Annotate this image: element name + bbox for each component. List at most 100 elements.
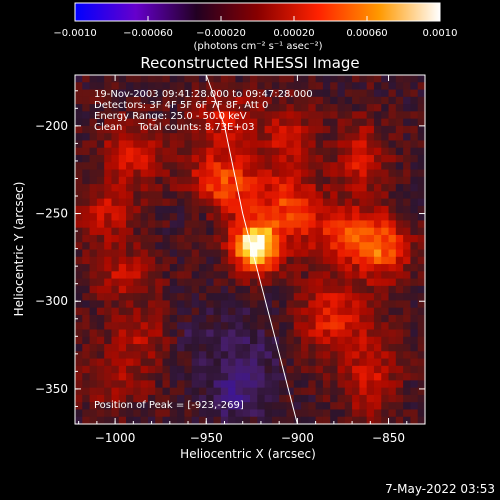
heatmap-cell [235, 365, 244, 374]
heatmap-cell [155, 344, 164, 352]
heatmap-cell [220, 242, 229, 251]
heatmap-cell [373, 336, 382, 345]
heatmap-cell [315, 358, 324, 367]
heatmap-cell [417, 234, 426, 243]
heatmap-cell [301, 205, 309, 214]
heatmap-cell [75, 329, 83, 338]
heatmap-cell [264, 373, 273, 381]
heatmap-cell [264, 162, 273, 171]
heatmap-cell [330, 358, 339, 367]
heatmap-cell [322, 111, 331, 120]
heatmap-cell [111, 147, 120, 156]
heatmap-cell [140, 176, 149, 185]
heatmap-cell [169, 365, 178, 374]
heatmap-cell [344, 380, 353, 389]
heatmap-cell [271, 351, 280, 360]
heatmap-cell [118, 329, 127, 338]
heatmap-cell [89, 351, 98, 360]
heatmap-cell [417, 264, 426, 272]
heatmap-cell [75, 314, 83, 323]
heatmap-cell [344, 133, 353, 142]
heatmap-cell [104, 249, 113, 258]
heatmap-cell [155, 89, 164, 98]
heatmap-cell [126, 285, 134, 294]
heatmap-cell [366, 118, 375, 127]
heatmap-cell [257, 285, 266, 294]
heatmap-cell [96, 96, 105, 105]
heatmap-cell [198, 169, 207, 178]
heatmap-cell [220, 402, 229, 411]
heatmap-cell [184, 198, 193, 207]
heatmap-cell [198, 104, 207, 112]
heatmap-cell [198, 380, 207, 389]
heatmap-cell [250, 75, 258, 83]
heatmap-cell [257, 162, 266, 171]
heatmap-cell [213, 300, 222, 309]
heatmap-cell [111, 198, 120, 207]
heatmap-cell [213, 82, 222, 91]
heatmap-cell [126, 300, 134, 309]
heatmap-cell [279, 191, 288, 200]
heatmap-cell [147, 256, 156, 265]
heatmap-cell [286, 198, 295, 207]
heatmap-cell [206, 125, 215, 134]
heatmap-cell [395, 344, 404, 352]
heatmap-cell [169, 358, 178, 367]
heatmap-cell [191, 307, 200, 316]
heatmap-cell [388, 96, 397, 105]
heatmap-cell [133, 118, 142, 127]
heatmap-cell [220, 307, 229, 316]
heatmap-cell [403, 213, 412, 222]
heatmap-cell [301, 111, 309, 120]
heatmap-cell [286, 358, 295, 367]
heatmap-cell [257, 140, 266, 149]
heatmap-cell [206, 111, 215, 120]
heatmap-cell [388, 104, 397, 112]
heatmap-cell [257, 125, 266, 134]
heatmap-cell [293, 176, 302, 185]
heatmap-cell [330, 125, 339, 134]
heatmap-cell [155, 300, 164, 309]
heatmap-cell [89, 118, 98, 127]
heatmap-cell [213, 75, 222, 83]
heatmap-cell [286, 271, 295, 280]
heatmap-cell [75, 336, 83, 345]
heatmap-cell [279, 293, 288, 301]
heatmap-cell [286, 322, 295, 331]
heatmap-cell [308, 191, 317, 200]
heatmap-cell [235, 75, 244, 83]
heatmap-cell [257, 242, 266, 251]
heatmap-cell [184, 300, 193, 309]
heatmap-cell [352, 322, 360, 331]
heatmap-cell [264, 416, 273, 425]
heatmap-cell [417, 89, 426, 98]
heatmap-cell [344, 336, 353, 345]
heatmap-cell [264, 82, 273, 91]
heatmap-cell [264, 89, 273, 98]
heatmap-cell [184, 242, 193, 251]
heatmap-cell [381, 249, 390, 258]
heatmap-cell [286, 329, 295, 338]
annotation-energy: Energy Range: 25.0 - 50.0 keV [94, 111, 247, 122]
heatmap-cell [279, 125, 288, 134]
heatmap-cell [104, 242, 113, 251]
heatmap-cell [322, 249, 331, 258]
heatmap-cell [89, 373, 98, 381]
heatmap-cell [147, 140, 156, 149]
heatmap-cell [235, 387, 244, 396]
heatmap-cell [315, 278, 324, 287]
heatmap-cell [191, 162, 200, 171]
heatmap-cell [366, 387, 375, 396]
heatmap-cell [177, 285, 185, 294]
heatmap-cell [322, 89, 331, 98]
heatmap-cell [301, 373, 309, 381]
heatmap-cell [257, 394, 266, 403]
heatmap-cell [228, 278, 237, 287]
heatmap-cell [235, 82, 244, 91]
heatmap-cell [96, 184, 105, 192]
heatmap-cell [279, 314, 288, 323]
heatmap-cell [177, 322, 185, 331]
heatmap-cell [191, 147, 200, 156]
heatmap-cell [352, 162, 360, 171]
heatmap-cell [373, 176, 382, 185]
